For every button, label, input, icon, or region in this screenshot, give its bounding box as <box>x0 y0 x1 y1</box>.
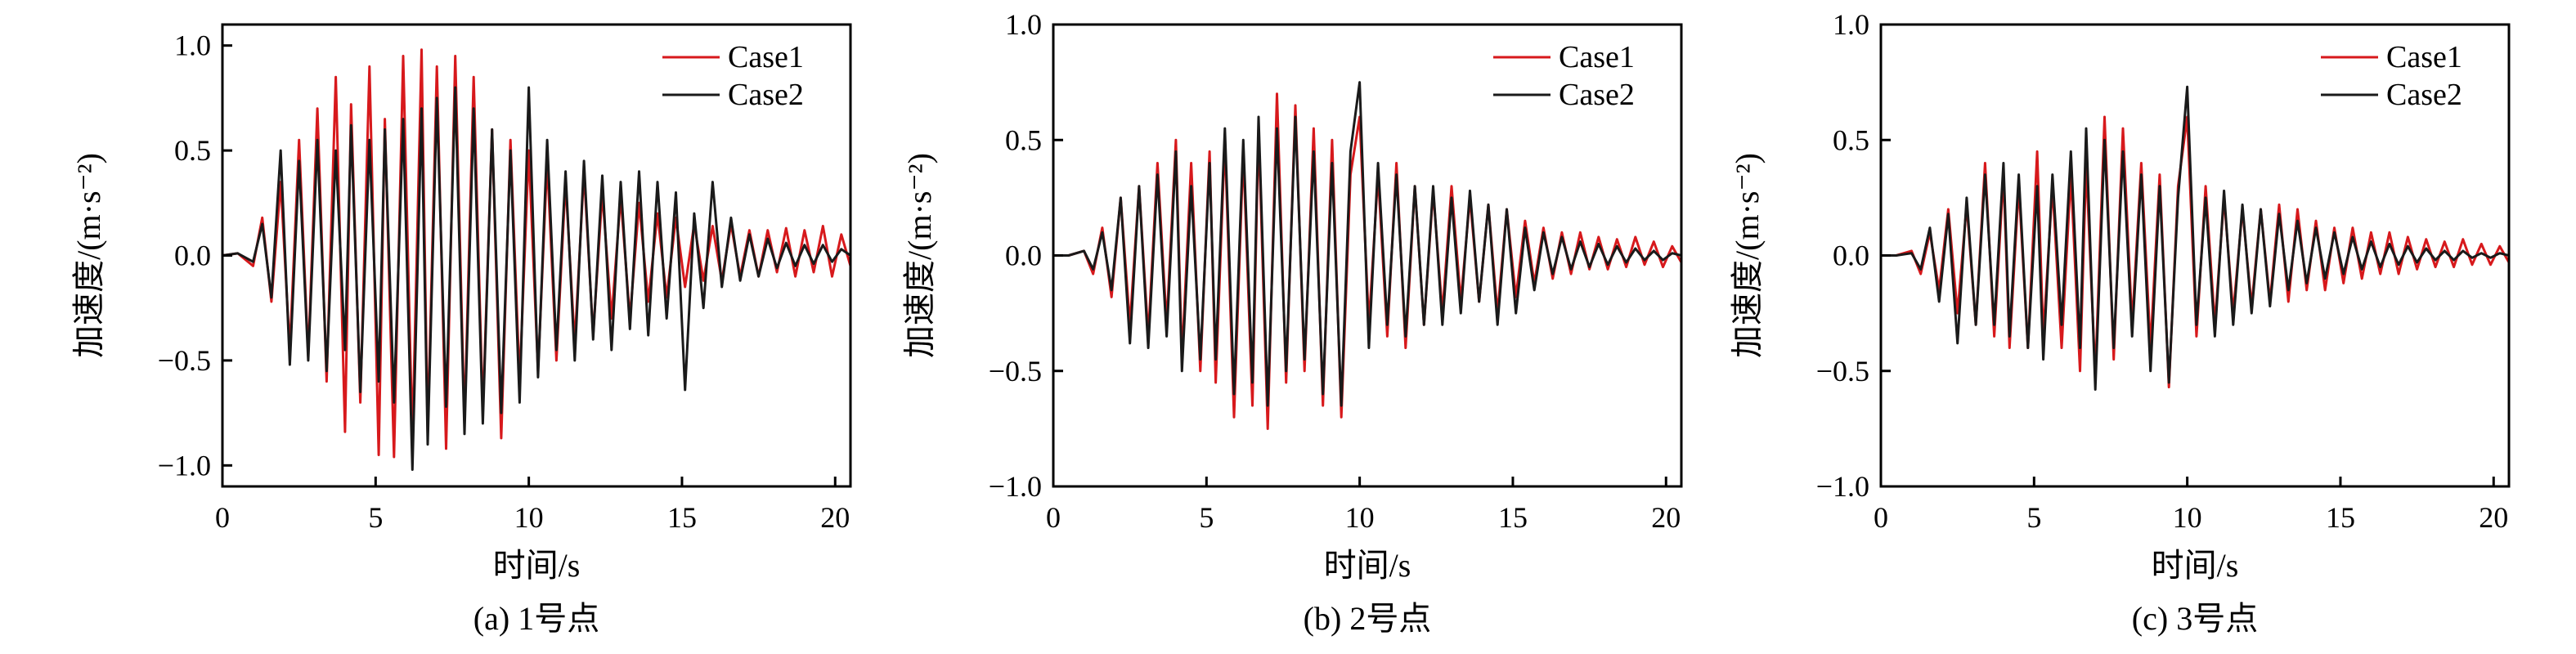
x-tick-label: 20 <box>2479 501 2508 534</box>
legend-label-case1: Case1 <box>1559 40 1635 74</box>
x-tick-label: 15 <box>2326 501 2355 534</box>
y-tick-label: −0.5 <box>1816 355 1869 387</box>
series-group <box>222 48 850 471</box>
y-tick-label: 1.0 <box>174 29 211 62</box>
x-tick-label: 10 <box>1345 501 1375 534</box>
x-axis-title: 时间/s <box>2152 547 2239 584</box>
x-axis-title: 时间/s <box>1324 547 1411 584</box>
chart-panel-0: 0 5 10 15 20 −1.0 −0.5 0.0 0.5 1.0 时间/s 加速度/(m·s⁻²)… <box>70 23 852 637</box>
legend-label-case1: Case1 <box>2386 40 2462 74</box>
y-axis-title: 加速度/(m·s⁻²) <box>901 153 938 358</box>
y-tick-label: 0.5 <box>1005 123 1042 156</box>
y-axis-title: 加速度/(m·s⁻²) <box>1729 153 1766 358</box>
x-tick-label: 20 <box>1651 501 1681 534</box>
x-tick-label: 15 <box>667 501 697 534</box>
x-tick-label: 0 <box>1874 501 1888 534</box>
y-tick-label: −1.0 <box>989 470 1042 503</box>
series-line-case2 <box>1053 81 1681 407</box>
series-line-case2 <box>222 86 850 471</box>
chart-panel-1: 0 5 10 15 20 −1.0 −0.5 0.0 0.5 1.0 时间/s 加速度/(m·s⁻²)… <box>901 8 1683 637</box>
y-tick-label: 1.0 <box>1005 8 1042 41</box>
y-axis-title: 加速度/(m·s⁻²) <box>70 153 107 358</box>
x-tick-label: 10 <box>514 501 544 534</box>
legend-label-case1: Case1 <box>728 40 804 74</box>
chart-panel-2: 0 5 10 15 20 −1.0 −0.5 0.0 0.5 1.0 时间/s 加速度/(m·s⁻²)… <box>1729 8 2511 637</box>
x-tick-label: 0 <box>215 501 230 534</box>
x-tick-label: 5 <box>2026 501 2041 534</box>
x-axis-title: 时间/s <box>493 547 581 584</box>
y-tick-label: 0.5 <box>1833 123 1869 156</box>
series-line-case1 <box>1881 115 2509 388</box>
y-tick-label: 1.0 <box>1833 8 1869 41</box>
y-tick-label: −1.0 <box>158 449 211 482</box>
panel-caption: (a) 1号点 <box>473 600 599 637</box>
y-tick-label: −0.5 <box>158 344 211 377</box>
legend-label-case2: Case2 <box>2386 78 2462 112</box>
x-tick-label: 5 <box>368 501 383 534</box>
panel-caption: (b) 2号点 <box>1304 600 1432 637</box>
series-line-case2 <box>1881 85 2509 391</box>
y-tick-label: −1.0 <box>1816 470 1869 503</box>
y-tick-label: 0.5 <box>174 134 211 167</box>
legend-label-case2: Case2 <box>1559 78 1635 112</box>
y-tick-label: −0.5 <box>989 355 1042 387</box>
series-group <box>1881 85 2509 391</box>
x-tick-label: 10 <box>2173 501 2202 534</box>
x-tick-label: 0 <box>1046 501 1061 534</box>
legend-label-case2: Case2 <box>728 78 804 112</box>
y-tick-label: 0.0 <box>174 240 211 272</box>
y-tick-label: 0.0 <box>1833 240 1869 272</box>
x-tick-label: 5 <box>1199 501 1214 534</box>
x-tick-label: 15 <box>1498 501 1528 534</box>
x-tick-label: 20 <box>820 501 850 534</box>
panel-caption: (c) 3号点 <box>2132 600 2258 637</box>
y-tick-label: 0.0 <box>1005 240 1042 272</box>
series-group <box>1053 81 1681 430</box>
